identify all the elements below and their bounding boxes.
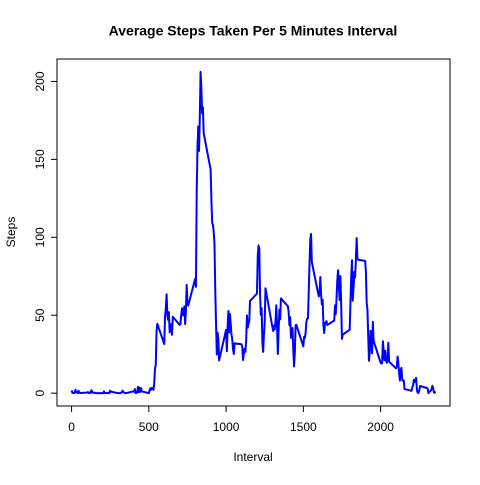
y-tick-label: 100 (33, 227, 47, 247)
x-tick-label: 1000 (213, 420, 240, 434)
data-line (70, 70, 437, 395)
plot-box (56, 58, 451, 407)
x-tick-label: 500 (139, 420, 159, 434)
y-tick-label: 200 (33, 71, 47, 91)
x-tick-label: 0 (68, 420, 75, 434)
x-tick-label: 2000 (367, 420, 394, 434)
chart-title: Average Steps Taken Per 5 Minutes Interv… (109, 23, 398, 39)
x-axis-label: Interval (233, 450, 272, 464)
y-tick-label: 50 (33, 308, 47, 322)
y-tick-label: 0 (33, 389, 47, 396)
x-tick-label: 1500 (290, 420, 317, 434)
y-tick-label: 150 (33, 149, 47, 169)
y-axis-label: Steps (4, 217, 18, 248)
